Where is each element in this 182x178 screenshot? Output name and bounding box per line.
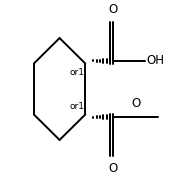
Text: or1: or1 (70, 102, 85, 111)
Text: O: O (108, 3, 118, 16)
Text: or1: or1 (70, 68, 85, 77)
Text: O: O (131, 97, 141, 110)
Text: O: O (108, 162, 118, 175)
Text: OH: OH (146, 54, 164, 67)
